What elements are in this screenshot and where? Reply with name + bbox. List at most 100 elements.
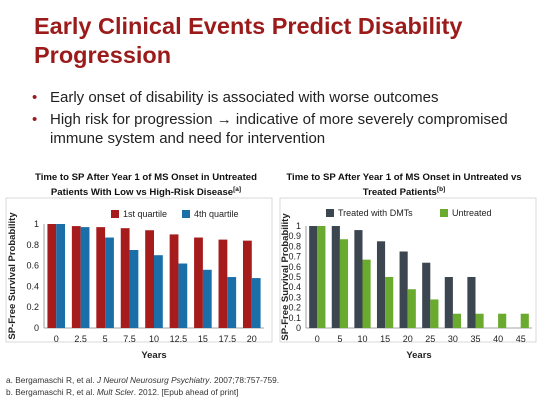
chart-1-legend-label: 1st quartile bbox=[123, 209, 167, 219]
chart-1-legend-swatch bbox=[111, 210, 119, 218]
chart-2-title-text: Time to SP After Year 1 of MS Onset in U… bbox=[286, 172, 522, 199]
chart-1-y-axis-title: SP-Free Survival Probability bbox=[7, 212, 18, 340]
chart-2-title-ref: [b] bbox=[436, 186, 446, 193]
chart-1-bar-series-2 bbox=[56, 224, 66, 328]
chart-1-bar-series-1 bbox=[194, 237, 203, 328]
chart-2-y-tick-label: 0.2 bbox=[288, 303, 301, 313]
chart-2-bar-series-2 bbox=[339, 239, 349, 328]
chart-1-frame bbox=[5, 197, 273, 343]
reference-a: a. Bergamaschi R, et al. J Neurol Neuros… bbox=[6, 374, 279, 386]
bullet-item: • High risk for progression → indicative … bbox=[30, 110, 530, 148]
chart-1-bar-series-2 bbox=[251, 278, 261, 328]
chart-2-bar-series-2 bbox=[317, 226, 326, 328]
chart-1-bar-series-1 bbox=[47, 224, 57, 328]
chart-1-y-tick-label: 0.6 bbox=[26, 261, 39, 271]
chart-1-x-tick-label: 5 bbox=[103, 334, 108, 344]
bullet-item: • Early onset of disability is associated… bbox=[30, 88, 530, 107]
chart-2-frame bbox=[279, 197, 537, 343]
chart-2-bar-series-1 bbox=[467, 277, 476, 328]
chart-1-x-tick-label: 7.5 bbox=[123, 334, 136, 344]
chart-2-y-tick-label: 0.9 bbox=[288, 231, 301, 241]
chart-1-bar-series-2 bbox=[202, 269, 212, 328]
chart-1-y-tick-label: 0 bbox=[34, 323, 39, 333]
chart-2-y-tick-label: 0.3 bbox=[288, 292, 301, 302]
chart-1-x-tick-label: 20 bbox=[247, 334, 257, 344]
chart-2-bar-series-1 bbox=[422, 262, 431, 328]
slide-title: Early Clinical Events Predict Disability… bbox=[34, 13, 463, 68]
bullet-text: Early onset of disability is associated … bbox=[50, 89, 439, 106]
chart-2-bar-series-1 bbox=[444, 277, 453, 328]
chart-2-bar-series-1 bbox=[354, 230, 363, 328]
chart-1-x-tick-label: 2.5 bbox=[74, 334, 87, 344]
bullet-dot-icon: • bbox=[32, 111, 38, 128]
chart-2-y-tick-label: 0.6 bbox=[288, 262, 301, 272]
chart-1-title-ref: [a] bbox=[233, 186, 242, 193]
chart-2-bar-series-2 bbox=[430, 299, 439, 328]
chart-1-bar-series-2 bbox=[227, 277, 237, 328]
chart-2-x-tick-label: 35 bbox=[470, 334, 480, 344]
reference-b-journal: Mult Scler bbox=[96, 387, 134, 397]
chart-1-bar-series-2 bbox=[178, 263, 188, 328]
chart-2-x-tick-label: 15 bbox=[380, 334, 390, 344]
chart-2-x-tick-label: 30 bbox=[448, 334, 458, 344]
chart-1-y-tick-label: 1 bbox=[34, 219, 39, 229]
chart-2-bar-series-1 bbox=[376, 241, 386, 328]
chart-2-bar-series-2 bbox=[362, 259, 371, 328]
chart-2-bar-series-2 bbox=[475, 313, 484, 328]
chart-2-legend-swatch bbox=[440, 209, 448, 217]
chart-2-y-tick-label: 0.7 bbox=[288, 252, 301, 262]
chart-2-x-axis-title: Years bbox=[406, 350, 431, 361]
chart-1-bar-series-1 bbox=[169, 234, 179, 328]
bullet-list: • Early onset of disability is associated… bbox=[30, 88, 530, 151]
chart-2-legend-label: Untreated bbox=[452, 208, 492, 218]
chart-1-title: Time to SP After Year 1 of MS Onset in U… bbox=[22, 172, 270, 199]
chart-2-x-tick-label: 20 bbox=[403, 334, 413, 344]
chart-2-y-tick-label: 0.4 bbox=[288, 282, 301, 292]
reference-b-authors: b. Bergamaschi R, et al. bbox=[6, 387, 97, 397]
chart-2-y-tick-label: 0.1 bbox=[288, 313, 301, 323]
chart-1-bar-series-2 bbox=[80, 227, 90, 328]
chart-2-bar-series-1 bbox=[309, 226, 318, 328]
chart-2-bar-series-2 bbox=[498, 313, 507, 328]
chart-1-x-tick-label: 10 bbox=[149, 334, 159, 344]
reference-a-details: . 2007;78:757-759. bbox=[209, 375, 280, 385]
chart-1-bar-series-1 bbox=[218, 239, 228, 328]
chart-2-legend-swatch bbox=[326, 209, 334, 217]
chart-1-bar-series-1 bbox=[71, 226, 81, 328]
chart-2-y-tick-label: 1 bbox=[296, 221, 301, 231]
reference-b-details: . 2012. [Epub ahead of print] bbox=[133, 387, 239, 397]
reference-b: b. Bergamaschi R, et al. Mult Scler. 201… bbox=[6, 386, 279, 398]
chart-1-legend-swatch bbox=[182, 210, 190, 218]
chart-2-title: Time to SP After Year 1 of MS Onset in U… bbox=[284, 172, 524, 199]
bullet-dot-icon: • bbox=[32, 89, 38, 106]
chart-2-x-tick-label: 45 bbox=[516, 334, 526, 344]
chart-2-bar-series-1 bbox=[399, 251, 408, 328]
chart-2-bar-series-1 bbox=[331, 226, 340, 328]
references: a. Bergamaschi R, et al. J Neurol Neuros… bbox=[6, 374, 279, 398]
chart-1-x-tick-label: 17.5 bbox=[219, 334, 237, 344]
chart-2-x-tick-label: 40 bbox=[493, 334, 503, 344]
chart-1-y-tick-label: 0.4 bbox=[26, 281, 39, 291]
chart-1-legend-label: 4th quartile bbox=[194, 209, 239, 219]
chart-1-y-tick-label: 0.8 bbox=[26, 240, 39, 250]
chart-1-title-text: Time to SP After Year 1 of MS Onset in U… bbox=[35, 172, 257, 199]
reference-a-journal: J Neurol Neurosurg Psychiatry bbox=[96, 375, 210, 385]
chart-1-bar-series-2 bbox=[129, 250, 139, 328]
chart-2-y-tick-label: 0.5 bbox=[288, 272, 301, 282]
chart-1-bar-series-1 bbox=[96, 227, 106, 328]
chart-1-x-tick-label: 0 bbox=[54, 334, 59, 344]
chart-2-bar-series-2 bbox=[452, 313, 462, 328]
chart-2-x-tick-label: 0 bbox=[315, 334, 320, 344]
chart-1-bar-series-2 bbox=[154, 255, 163, 328]
chart-1-bar-series-2 bbox=[105, 237, 114, 328]
chart-1-bar-series-1 bbox=[242, 240, 252, 328]
chart-2-x-tick-label: 10 bbox=[357, 334, 367, 344]
chart-1-bar-series-1 bbox=[145, 230, 154, 328]
bullet-text: High risk for progression → indicative o… bbox=[50, 111, 508, 147]
chart-1-x-axis-title: Years bbox=[141, 350, 166, 361]
chart-1-x-tick-label: 12.5 bbox=[170, 334, 188, 344]
chart-2-legend-label: Treated with DMTs bbox=[338, 208, 413, 218]
chart-1-x-tick-label: 15 bbox=[198, 334, 208, 344]
